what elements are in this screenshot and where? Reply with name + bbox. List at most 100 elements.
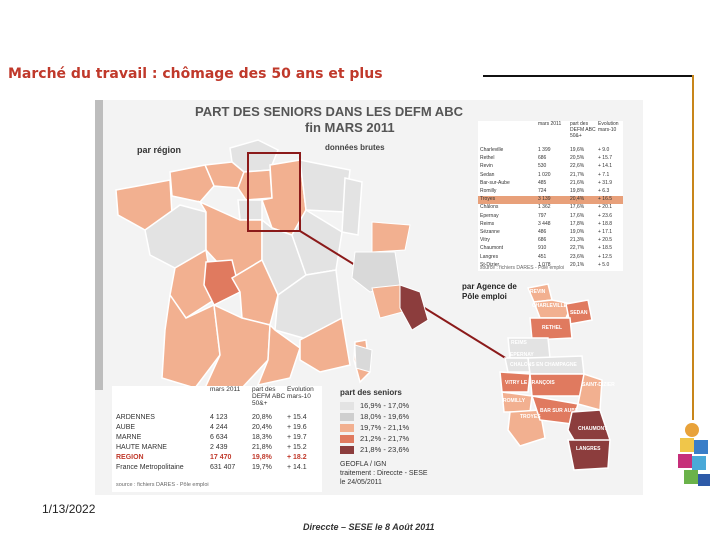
table-cell: + 23.6 xyxy=(598,212,613,219)
legend-swatch xyxy=(340,413,354,421)
region-basse-normandie xyxy=(169,164,215,203)
table-cell: + 18.8 xyxy=(598,220,613,227)
table-row: St-Dizier 1 078 20,1% + 5.0 xyxy=(478,262,623,270)
table-cell: 631 407 xyxy=(210,464,236,471)
table-cell: + 12.5 xyxy=(598,253,613,260)
legend-label: 21,8% - 23,6% xyxy=(360,445,410,454)
table-cell: Charleville xyxy=(480,147,504,153)
table-row: Romilly 724 19,8% + 6.3 xyxy=(478,188,623,196)
table-cell: 686 xyxy=(538,155,547,162)
table-cell: 19,0% xyxy=(570,229,585,235)
table-cell: + 9.0 xyxy=(598,147,610,153)
table-cell: 1 078 xyxy=(538,261,551,268)
table-cell: Rethel xyxy=(480,155,495,162)
agency-rethel xyxy=(529,317,573,341)
legend-item: 19,7% - 21,1% xyxy=(340,423,465,434)
slide-footer: Direccte – SESE le 8 Août 2011 xyxy=(303,522,435,532)
table-row: Chaumont 910 22,7% + 18.5 xyxy=(478,245,623,253)
department-table-source: source : fichiers DARES - Pôle emploi xyxy=(116,482,209,488)
agency-map xyxy=(499,283,611,471)
table-cell: 17,6% xyxy=(570,204,585,211)
department-table: mars 2011 part des DEFM ABC 50&+ Evolution… xyxy=(112,386,322,492)
agency-label-line2: Pôle emploi xyxy=(462,292,507,301)
region-map-label: par région xyxy=(137,145,182,155)
table-cell: 4 244 xyxy=(210,424,228,431)
table-header-cell: mars 2011 xyxy=(538,121,562,127)
table-cell: 451 xyxy=(538,253,547,260)
region-poitou-charentes xyxy=(169,248,215,320)
table-cell: 6 634 xyxy=(210,434,228,441)
table-cell: Epernay xyxy=(480,212,499,219)
table-cell: 23,6% xyxy=(570,253,585,260)
table-cell: Sézanne xyxy=(480,229,500,235)
map-neighbor-2 xyxy=(371,221,411,253)
agency-langres xyxy=(567,439,611,471)
table-row: Bar-sur-Aube 485 21,6% + 31.9 xyxy=(478,180,623,188)
agency-label: CHALONS EN CHAMPAGNE xyxy=(510,362,577,368)
agency-table-source: source : fichiers DARES - Pôle emploi xyxy=(480,265,565,271)
agency-label: SEDAN xyxy=(570,310,588,316)
agency-label: SAINT-DIZIER xyxy=(582,382,615,388)
legend-label: 21,2% - 21,7% xyxy=(360,434,410,443)
table-cell: + 19.6 xyxy=(287,424,307,431)
table-cell: 22,6% xyxy=(570,163,585,170)
slide-title: Marché du travail : chômage des 50 ans e… xyxy=(8,66,383,82)
legend-source: GEOFLA / IGN traitement : Direccte - SES… xyxy=(340,460,428,487)
table-header-cell: Evolution mars-10 xyxy=(287,386,314,400)
legend-swatch xyxy=(340,424,354,432)
table-cell: 20,8% xyxy=(252,414,272,421)
table-cell: 19,6% xyxy=(570,147,585,153)
agency-table: mars 2011 part des DEFM ABC 50&+ Evolution… xyxy=(478,121,623,271)
table-cell: 21,8% xyxy=(252,444,272,451)
table-cell: + 6.3 xyxy=(598,188,610,194)
table-header-cell: part des DEFM ABC 50&+ xyxy=(252,386,286,407)
table-cell: + 14.1 xyxy=(598,163,613,170)
table-cell: Romilly xyxy=(480,188,497,194)
legend-label: 16,9% - 17,0% xyxy=(360,401,410,410)
slide-date: 1/13/2022 xyxy=(42,502,96,516)
table-header-cell: Evolution mars-10 xyxy=(598,121,619,133)
table-cell: HAUTE MARNE xyxy=(116,444,167,451)
table-cell: 17 470 xyxy=(210,454,232,461)
table-cell: 486 xyxy=(538,229,547,235)
agency-label: TROYES xyxy=(520,414,541,420)
table-cell: + 31.9 xyxy=(598,179,613,186)
table-cell: 20,4% xyxy=(252,424,272,431)
table-row: France Metropolitaine 631 407 19,7% + 14.1 xyxy=(112,464,322,474)
france-map xyxy=(115,139,371,391)
map-legend: part des seniors 16,9% - 17,0% 18,0% - 19… xyxy=(340,388,465,456)
region-lorraine xyxy=(299,159,351,213)
table-cell: 530 xyxy=(538,163,547,170)
table-cell: + 15.7 xyxy=(598,155,613,162)
agency-label: REIMS xyxy=(511,340,527,346)
table-cell: 21,3% xyxy=(570,237,585,244)
region-paca xyxy=(299,316,351,373)
raw-data-label: données brutes xyxy=(325,143,385,152)
table-cell: + 7.1 xyxy=(598,171,610,178)
table-cell: Reims xyxy=(480,220,495,227)
organization-logo xyxy=(678,423,710,486)
region-idf xyxy=(237,199,263,221)
table-header-cell: mars 2011 xyxy=(210,386,241,393)
table-row: Sedan 1 020 21,7% + 7.1 xyxy=(478,172,623,180)
table-cell: 17,8% xyxy=(570,220,585,227)
table-cell: 19,7% xyxy=(252,464,272,471)
table-cell: Vitry xyxy=(480,237,490,244)
table-cell: 910 xyxy=(538,245,547,252)
agency-label-line1: par Agence de xyxy=(462,282,517,291)
legend-item: 21,2% - 21,7% xyxy=(340,434,465,445)
agency-label: EPERNAY xyxy=(510,352,534,358)
region-picardie xyxy=(237,169,273,201)
table-cell: 3 448 xyxy=(538,220,551,227)
legend-swatch xyxy=(340,446,354,454)
table-row: Reims 3 448 17,8% + 18.8 xyxy=(478,221,623,229)
legend-label: 19,7% - 21,1% xyxy=(360,423,410,432)
table-cell: + 18.5 xyxy=(598,245,613,252)
region-alsace xyxy=(341,177,363,236)
table-cell: 686 xyxy=(538,237,547,244)
table-cell: REGION xyxy=(116,454,144,461)
agency-label: CHARLEVILLE xyxy=(532,303,567,309)
table-cell: Revin xyxy=(480,163,493,170)
table-row: REGION 17 470 19,8% + 18.2 xyxy=(112,454,322,464)
